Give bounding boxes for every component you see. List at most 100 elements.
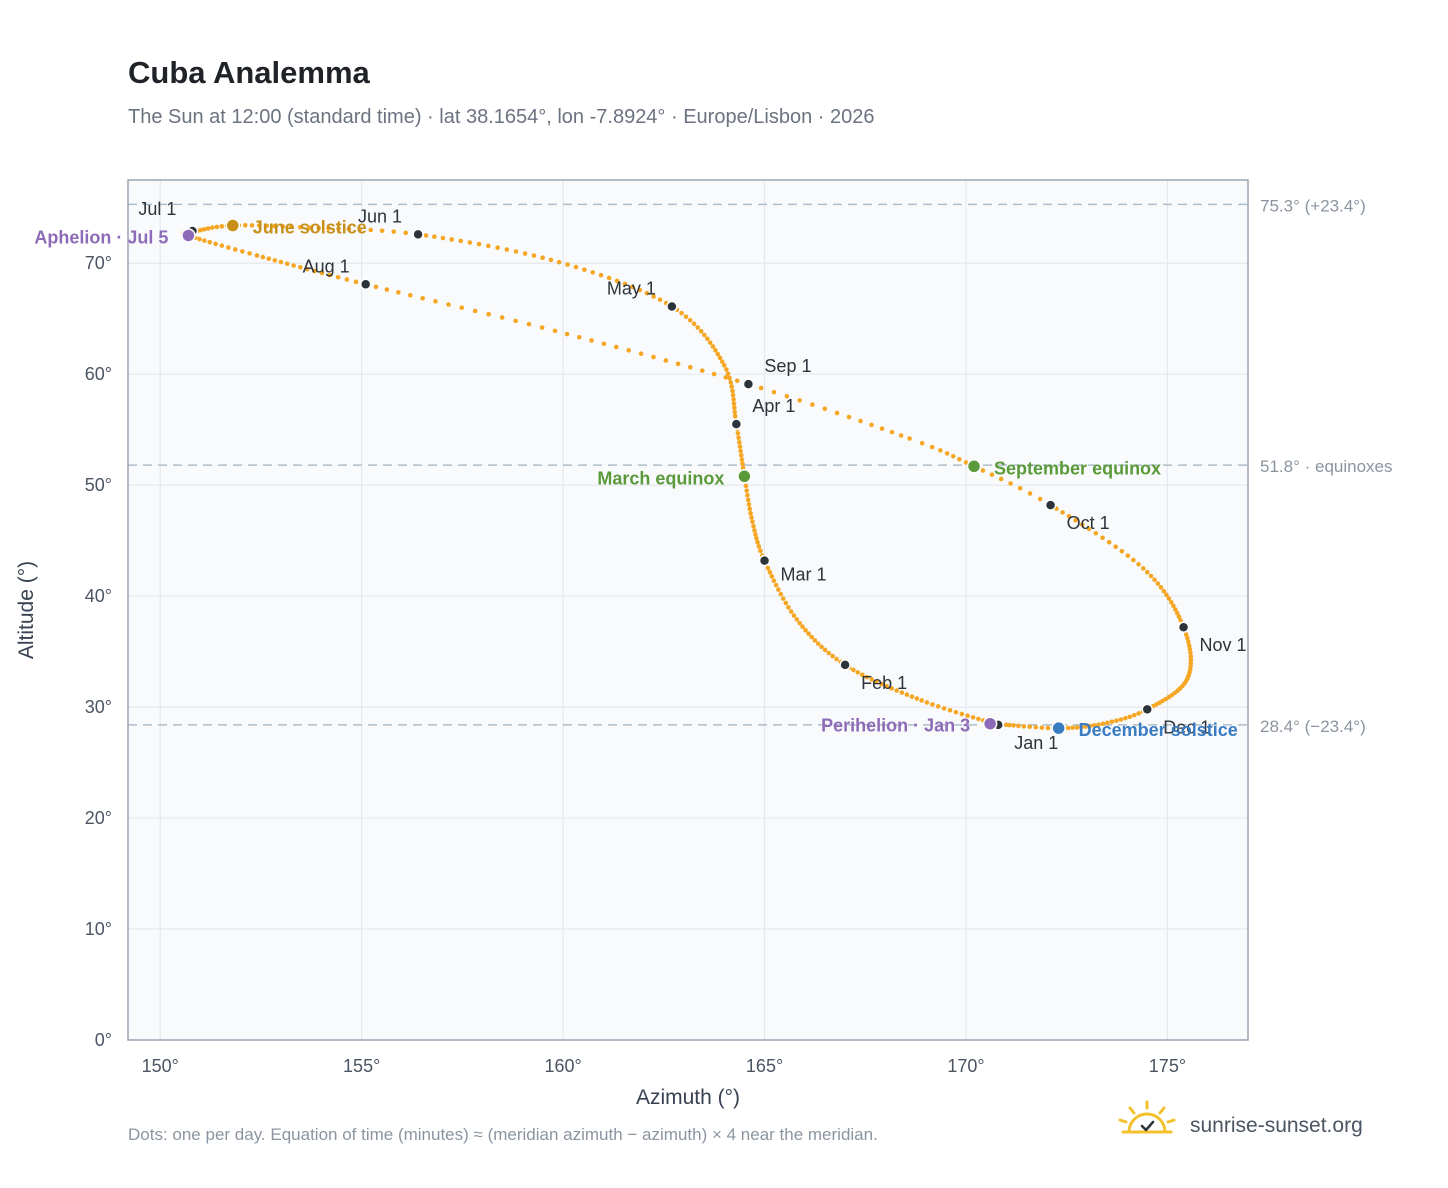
daily-sun-dot <box>1188 657 1194 662</box>
daily-sun-dot <box>965 713 970 719</box>
daily-sun-dot <box>513 318 518 324</box>
month-label: Nov 1 <box>1200 635 1247 655</box>
daily-sun-dot <box>540 255 545 261</box>
daily-sun-dot <box>738 453 744 458</box>
daily-sun-dot <box>205 226 211 231</box>
month-label: May 1 <box>607 279 656 299</box>
month-label: Dec 1 <box>1163 717 1210 737</box>
daily-sun-dot <box>736 435 741 441</box>
daily-sun-dot <box>202 238 207 243</box>
daily-sun-dot <box>1033 724 1039 730</box>
daily-sun-dot <box>459 305 465 310</box>
month-marker <box>666 300 678 313</box>
daily-sun-dot <box>730 388 735 394</box>
x-axis-label: Azimuth (°) <box>636 1086 740 1109</box>
daily-sun-dot <box>822 647 828 653</box>
event-marker <box>181 228 196 243</box>
x-tick-label: 150° <box>142 1056 179 1076</box>
daily-sun-dot <box>959 711 965 717</box>
daily-sun-dot <box>1155 581 1161 586</box>
x-tick-label: 165° <box>746 1056 783 1076</box>
month-marker <box>359 278 372 291</box>
daily-sun-dot <box>472 308 478 314</box>
event-marker <box>1051 720 1066 736</box>
daily-sun-dot <box>391 229 397 234</box>
daily-sun-dot <box>1008 481 1013 486</box>
daily-sun-dot <box>941 706 947 711</box>
daily-sun-dot <box>298 265 303 270</box>
daily-sun-dot <box>657 297 663 303</box>
daily-sun-dot <box>846 414 852 420</box>
plot-frame <box>127 179 1249 1041</box>
daily-sun-dot <box>756 544 762 549</box>
daily-sun-dot <box>691 321 697 327</box>
daily-sun-dot <box>732 413 738 419</box>
daily-sun-dot <box>564 331 570 337</box>
daily-sun-dot <box>260 254 266 260</box>
daily-sun-dot <box>1066 513 1072 519</box>
event-marker <box>982 716 998 731</box>
daily-sun-dot <box>738 448 743 454</box>
daily-sun-dot <box>1105 720 1110 726</box>
y-tick-label: 30° <box>85 697 112 717</box>
daily-sun-dot <box>797 398 802 403</box>
daily-sun-dot <box>914 696 920 701</box>
daily-sun-dot <box>731 397 736 402</box>
daily-sun-dot <box>732 405 737 411</box>
daily-sun-dot <box>319 270 325 276</box>
daily-sun-dot <box>486 311 491 317</box>
daily-sun-dot <box>556 259 562 265</box>
daily-sun-dot <box>743 483 749 489</box>
daily-sun-dot <box>1114 718 1119 723</box>
daily-sun-dot <box>944 451 950 456</box>
daily-sun-dot <box>1171 603 1176 609</box>
daily-sun-dot <box>249 223 255 228</box>
daily-sun-dot <box>744 488 749 493</box>
daily-sun-dot <box>433 299 438 304</box>
daily-sun-dot <box>209 225 215 230</box>
month-label: Jun 1 <box>358 206 402 226</box>
daily-sun-dot <box>589 338 594 343</box>
daily-sun-dot <box>755 540 760 545</box>
daily-sun-dot <box>826 650 832 656</box>
daily-sun-dot <box>552 328 558 334</box>
daily-sun-dot <box>788 609 794 614</box>
daily-sun-dot <box>495 245 500 250</box>
daily-sun-dot <box>219 243 225 248</box>
daily-sun-dot <box>1017 485 1023 491</box>
daily-sun-dot <box>467 240 473 245</box>
daily-sun-dot <box>794 617 800 622</box>
daily-sun-dot <box>289 224 294 230</box>
daily-sun-dot <box>797 620 802 626</box>
daily-sun-dot <box>1131 557 1136 563</box>
month-label: Jul 1 <box>138 199 176 219</box>
daily-sun-dot <box>1087 723 1093 729</box>
daily-sun-dot <box>1158 585 1164 590</box>
daily-sun-dot <box>1152 577 1157 583</box>
daily-sun-dot <box>707 340 713 345</box>
daily-sun-dot <box>1168 599 1174 605</box>
daily-sun-dot <box>803 627 808 633</box>
daily-sun-dot <box>929 444 935 450</box>
daily-sun-dot <box>724 367 729 372</box>
daily-sun-dot <box>306 225 312 231</box>
daily-sun-dot <box>749 515 754 520</box>
daily-sun-dot <box>601 341 607 347</box>
event-label: Aphelion · Jul 5 <box>34 227 168 247</box>
daily-sun-dot <box>745 497 751 503</box>
daily-sun-dot <box>765 565 771 571</box>
daily-sun-dot <box>754 536 759 541</box>
daily-sun-dot <box>335 274 341 280</box>
month-marker <box>412 228 424 241</box>
daily-sun-dot <box>1086 526 1092 532</box>
daily-sun-dot <box>904 692 910 697</box>
daily-sun-dot <box>1186 643 1192 648</box>
daily-sun-dot <box>264 223 270 229</box>
daily-sun-dot <box>638 351 644 356</box>
daily-sun-dot <box>614 278 620 284</box>
daily-sun-dot <box>504 247 510 252</box>
daily-sun-dot <box>242 223 248 228</box>
daily-sun-dot <box>280 224 286 229</box>
daily-sun-dot <box>1011 723 1016 728</box>
